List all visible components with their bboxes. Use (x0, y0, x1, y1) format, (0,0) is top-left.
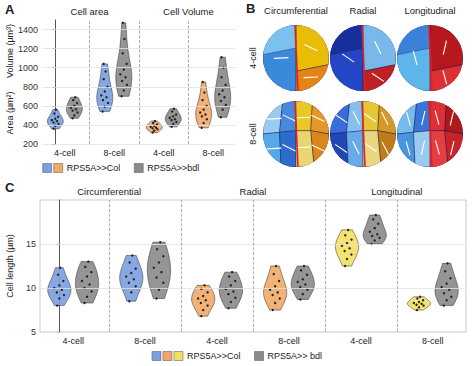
svg-text:1000: 1000 (18, 63, 38, 73)
svg-text:8-cell: 8-cell (202, 148, 224, 158)
svg-text:Longitudinal: Longitudinal (371, 186, 422, 197)
svg-text:200: 200 (23, 139, 38, 149)
svg-text:RPS5A>>bdl: RPS5A>>bdl (147, 163, 199, 173)
svg-text:A: A (5, 2, 15, 17)
svg-text:5: 5 (31, 327, 36, 337)
svg-text:1400: 1400 (18, 25, 38, 35)
svg-text:800: 800 (23, 82, 38, 92)
svg-text:4-cell: 4-cell (248, 47, 258, 69)
svg-text:Cell area: Cell area (71, 6, 110, 17)
svg-text:Radial: Radial (240, 186, 267, 197)
svg-text:Volume (µm³): Volume (µm³) (5, 24, 15, 78)
svg-text:4-cell: 4-cell (62, 336, 84, 346)
svg-text:10: 10 (26, 283, 36, 293)
svg-text:4-cell: 4-cell (206, 336, 228, 346)
svg-text:RPS5A>>Col: RPS5A>>Col (187, 351, 241, 361)
svg-text:8-cell: 8-cell (422, 336, 444, 346)
svg-text:RPS5A>> bdl: RPS5A>> bdl (267, 351, 322, 361)
svg-text:4-cell: 4-cell (350, 336, 372, 346)
svg-text:8-cell: 8-cell (104, 148, 126, 158)
svg-text:C: C (5, 180, 15, 195)
svg-text:Cell Volume: Cell Volume (163, 6, 214, 17)
svg-text:4-cell: 4-cell (54, 148, 76, 158)
svg-text:15: 15 (26, 239, 36, 249)
svg-text:Radial: Radial (350, 5, 377, 16)
svg-text:600: 600 (23, 101, 38, 111)
svg-text:4-cell: 4-cell (153, 148, 175, 158)
svg-text:Area (µm²): Area (µm²) (5, 91, 15, 134)
svg-text:8-cell: 8-cell (134, 336, 156, 346)
svg-text:Longitudinal: Longitudinal (404, 5, 455, 16)
svg-text:B: B (246, 1, 255, 16)
svg-text:8-cell: 8-cell (278, 336, 300, 346)
svg-text:400: 400 (23, 120, 38, 130)
svg-text:Circumferential: Circumferential (77, 186, 141, 197)
svg-text:RPS5A>>Col: RPS5A>>Col (67, 163, 121, 173)
svg-text:8-cell: 8-cell (248, 123, 258, 145)
svg-text:1200: 1200 (18, 44, 38, 54)
svg-text:Cell length (µm): Cell length (µm) (5, 234, 15, 298)
svg-text:Circumferential: Circumferential (264, 5, 328, 16)
